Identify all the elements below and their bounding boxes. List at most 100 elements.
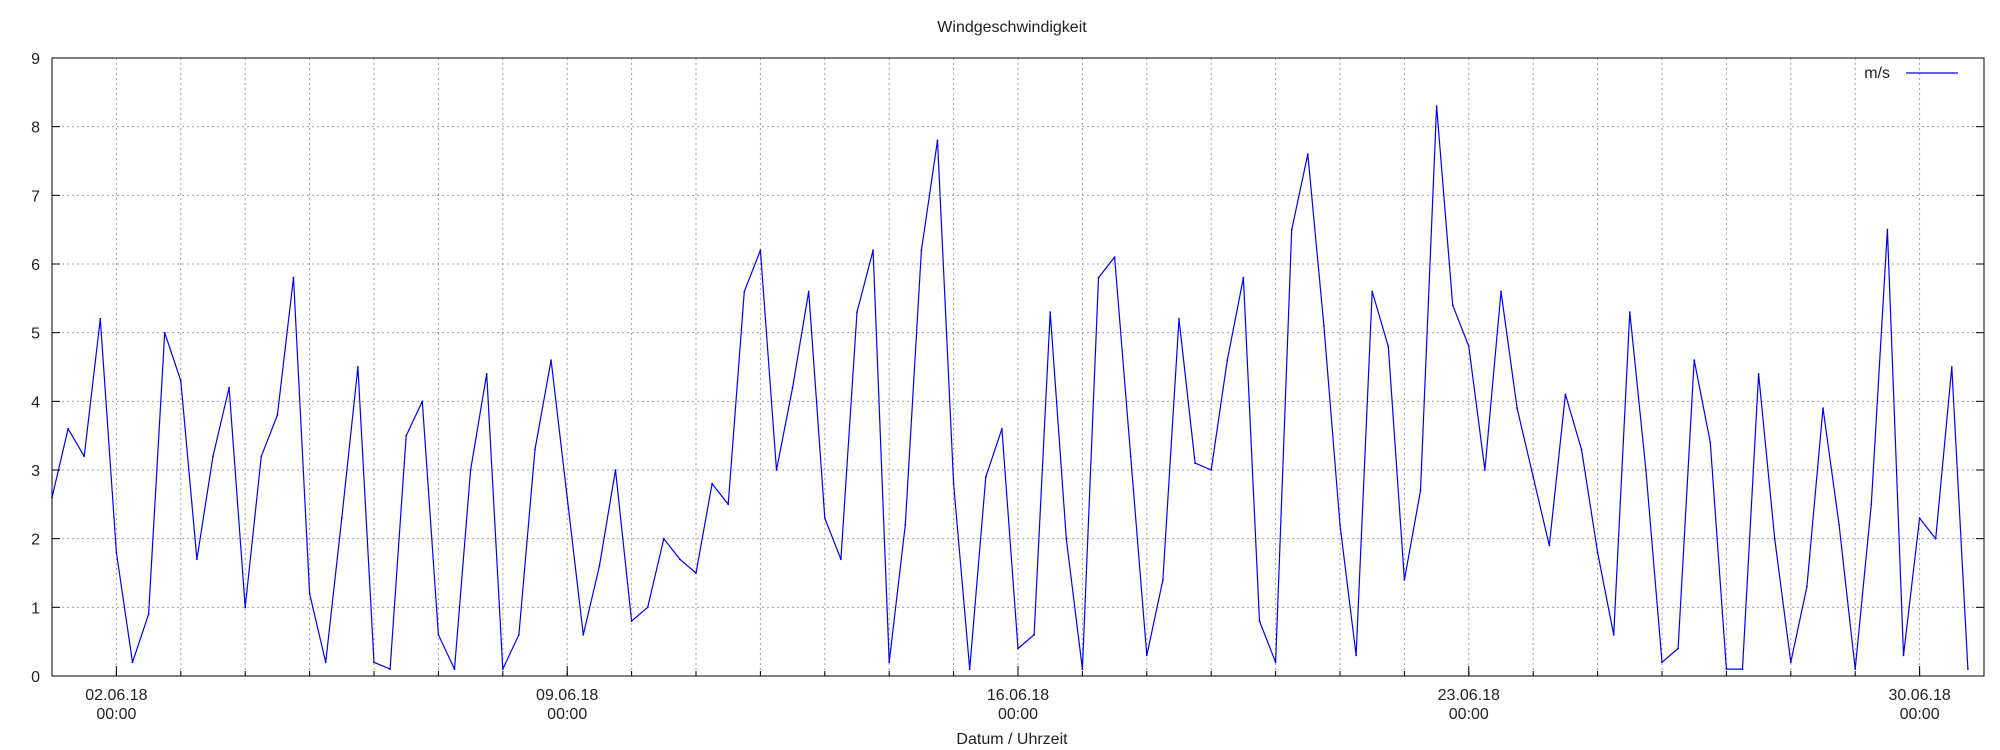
y-tick-label: 5: [31, 326, 40, 343]
data-point: [920, 249, 923, 252]
data-point: [984, 476, 987, 478]
data-point: [1645, 469, 1647, 471]
data-point: [485, 373, 488, 375]
data-point: [582, 633, 585, 636]
data-point: [1355, 654, 1357, 657]
data-point: [1017, 647, 1019, 650]
x-axis: 02.06.18 00:00 09.06.18 00:00 16.06.18 00:00 2…: [85, 666, 1951, 723]
data-point: [131, 661, 134, 664]
data-point: [968, 668, 971, 670]
data-point: [67, 427, 69, 430]
data-point: [1918, 517, 1921, 519]
data-point: [469, 469, 472, 471]
data-point: [1451, 304, 1454, 307]
data-point: [646, 606, 649, 609]
data-point: [196, 558, 198, 561]
data-point: [1548, 544, 1551, 547]
data-point: [1194, 462, 1196, 464]
data-point: [1323, 324, 1325, 327]
data-point: [743, 290, 746, 293]
data-point: [1081, 668, 1084, 670]
data-point: [1242, 276, 1245, 279]
data-point: [1516, 407, 1518, 410]
data-point: [1178, 318, 1180, 320]
y-tick-label: 6: [31, 257, 40, 274]
data-point: [1612, 633, 1615, 636]
data-point: [228, 386, 231, 389]
y-tick-label: 0: [31, 669, 40, 686]
x-tick-time-label: 00:00: [547, 706, 587, 723]
data-point: [952, 482, 955, 485]
data-point: [823, 517, 826, 519]
data-point: [614, 469, 617, 471]
data-point: [775, 469, 778, 471]
data-point: [1564, 393, 1567, 396]
data-point: [1596, 551, 1599, 554]
data-point: [1274, 661, 1277, 664]
series-line: [51, 105, 1969, 670]
data-point: [1967, 668, 1969, 670]
data-point: [1419, 489, 1422, 492]
x-tick-date-label: 02.06.18: [85, 687, 147, 704]
data-point: [1757, 373, 1760, 375]
series-layer: [51, 105, 1969, 670]
data-point: [1822, 407, 1824, 410]
data-point: [1339, 524, 1341, 526]
x-tick-date-label: 30.06.18: [1888, 687, 1950, 704]
y-tick-label: 3: [31, 463, 40, 480]
data-point: [807, 290, 810, 293]
data-point: [357, 366, 359, 368]
data-point: [759, 249, 762, 252]
data-point: [1580, 448, 1583, 451]
data-point: [1886, 228, 1889, 231]
data-point: [1033, 633, 1035, 636]
data-point: [1838, 524, 1840, 526]
data-point: [1065, 537, 1068, 540]
data-point: [679, 558, 681, 561]
data-point: [1693, 359, 1696, 361]
data-point: [566, 496, 569, 499]
data-point: [840, 558, 842, 561]
x-tick-time-label: 00:00: [96, 706, 136, 723]
data-point: [518, 633, 520, 636]
data-point: [791, 386, 794, 389]
data-point: [1467, 345, 1470, 348]
data-point: [1226, 359, 1229, 361]
data-point: [598, 565, 601, 567]
y-tick-label: 8: [31, 120, 40, 137]
data-point: [1290, 228, 1293, 231]
data-point: [936, 139, 939, 142]
x-tick-time-label: 00:00: [1900, 706, 1940, 723]
data-point: [888, 661, 891, 664]
data-point: [308, 592, 311, 595]
data-point: [1500, 290, 1502, 293]
data-point: [1628, 311, 1631, 313]
data-point: [179, 379, 182, 382]
x-axis-label: Datum / Uhrzeit: [956, 731, 1068, 748]
data-point: [453, 668, 456, 670]
y-axis: 0 1 2 3 4 5 6 7 8 9: [31, 51, 1984, 686]
data-point: [1113, 256, 1116, 258]
data-point: [1773, 537, 1776, 540]
data-point: [534, 448, 536, 451]
y-tick-label: 1: [31, 600, 40, 617]
data-point: [1661, 661, 1663, 664]
data-point: [856, 311, 858, 313]
data-point: [1854, 668, 1857, 670]
data-point: [1741, 668, 1744, 670]
data-point: [1870, 503, 1873, 506]
data-point: [147, 613, 150, 616]
y-tick-label: 7: [31, 188, 40, 205]
x-tick-date-label: 09.06.18: [536, 687, 598, 704]
data-point: [1725, 668, 1728, 670]
data-point: [292, 276, 295, 279]
data-point: [1306, 153, 1309, 156]
data-point: [501, 668, 504, 670]
data-point: [212, 455, 214, 458]
data-point: [550, 359, 552, 361]
data-point: [1162, 579, 1164, 581]
data-point: [276, 414, 279, 416]
data-point: [1709, 441, 1712, 444]
y-tick-label: 4: [31, 394, 40, 411]
